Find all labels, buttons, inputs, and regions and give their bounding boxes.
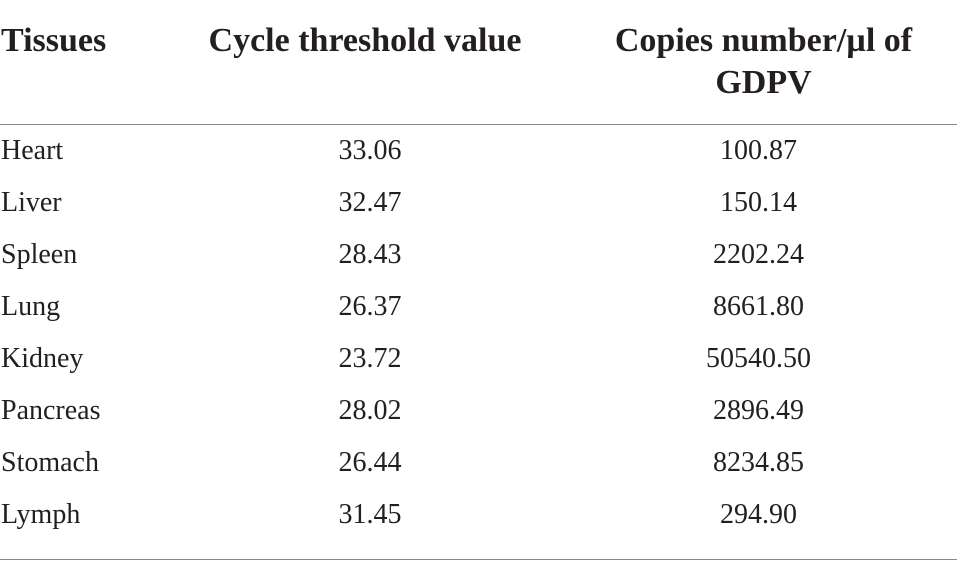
cell-tissue: Lung xyxy=(1,291,61,322)
cell-copies: 8661.80 xyxy=(713,291,804,322)
cell-cycle-threshold: 23.72 xyxy=(338,343,402,374)
cell-tissue: Stomach xyxy=(1,447,99,478)
cell-tissue: Heart xyxy=(1,135,64,166)
cell-cycle-threshold: 32.47 xyxy=(338,187,402,218)
table-header: Tissues Cycle threshold value Copies num… xyxy=(0,0,957,125)
cell-tissue: Kidney xyxy=(1,343,84,374)
table-bottom-rule xyxy=(0,559,957,560)
cell-cycle-threshold: 26.37 xyxy=(338,291,402,322)
cell-tissue: Lymph xyxy=(1,499,81,530)
cell-tissue: Liver xyxy=(1,187,62,218)
cell-cycle-threshold: 28.02 xyxy=(338,395,402,426)
table-row: Spleen 28.43 2202.24 xyxy=(0,229,957,281)
cell-copies: 2896.49 xyxy=(713,395,804,426)
tissue-qpcr-table: Tissues Cycle threshold value Copies num… xyxy=(0,0,957,542)
header-copies-number: Copies number/µl of GDPV xyxy=(560,0,957,125)
table-body: Heart 33.06 100.87 Liver 32.47 150.14 Sp… xyxy=(0,125,957,542)
table-row: Lung 26.37 8661.80 xyxy=(0,281,957,333)
cell-copies: 100.87 xyxy=(720,135,797,166)
cell-cycle-threshold: 33.06 xyxy=(338,135,402,166)
table-row: Liver 32.47 150.14 xyxy=(0,177,957,229)
table-row: Heart 33.06 100.87 xyxy=(0,125,957,178)
cell-tissue: Pancreas xyxy=(1,395,101,426)
cell-copies: 2202.24 xyxy=(713,239,804,270)
cell-copies: 50540.50 xyxy=(706,343,811,374)
cell-copies: 8234.85 xyxy=(713,447,804,478)
cell-cycle-threshold: 26.44 xyxy=(338,447,402,478)
header-row: Tissues Cycle threshold value Copies num… xyxy=(0,0,957,125)
table-row: Kidney 23.72 50540.50 xyxy=(0,333,957,385)
cell-copies: 150.14 xyxy=(720,187,797,218)
header-cycle-threshold: Cycle threshold value xyxy=(180,0,560,125)
cell-cycle-threshold: 31.45 xyxy=(338,499,402,530)
cell-tissue: Spleen xyxy=(1,239,78,270)
cell-cycle-threshold: 28.43 xyxy=(338,239,402,270)
cell-copies: 294.90 xyxy=(720,499,797,530)
header-tissues: Tissues xyxy=(0,0,180,125)
table-row: Stomach 26.44 8234.85 xyxy=(0,437,957,489)
table-row: Lymph 31.45 294.90 xyxy=(0,489,957,541)
table-row: Pancreas 28.02 2896.49 xyxy=(0,385,957,437)
